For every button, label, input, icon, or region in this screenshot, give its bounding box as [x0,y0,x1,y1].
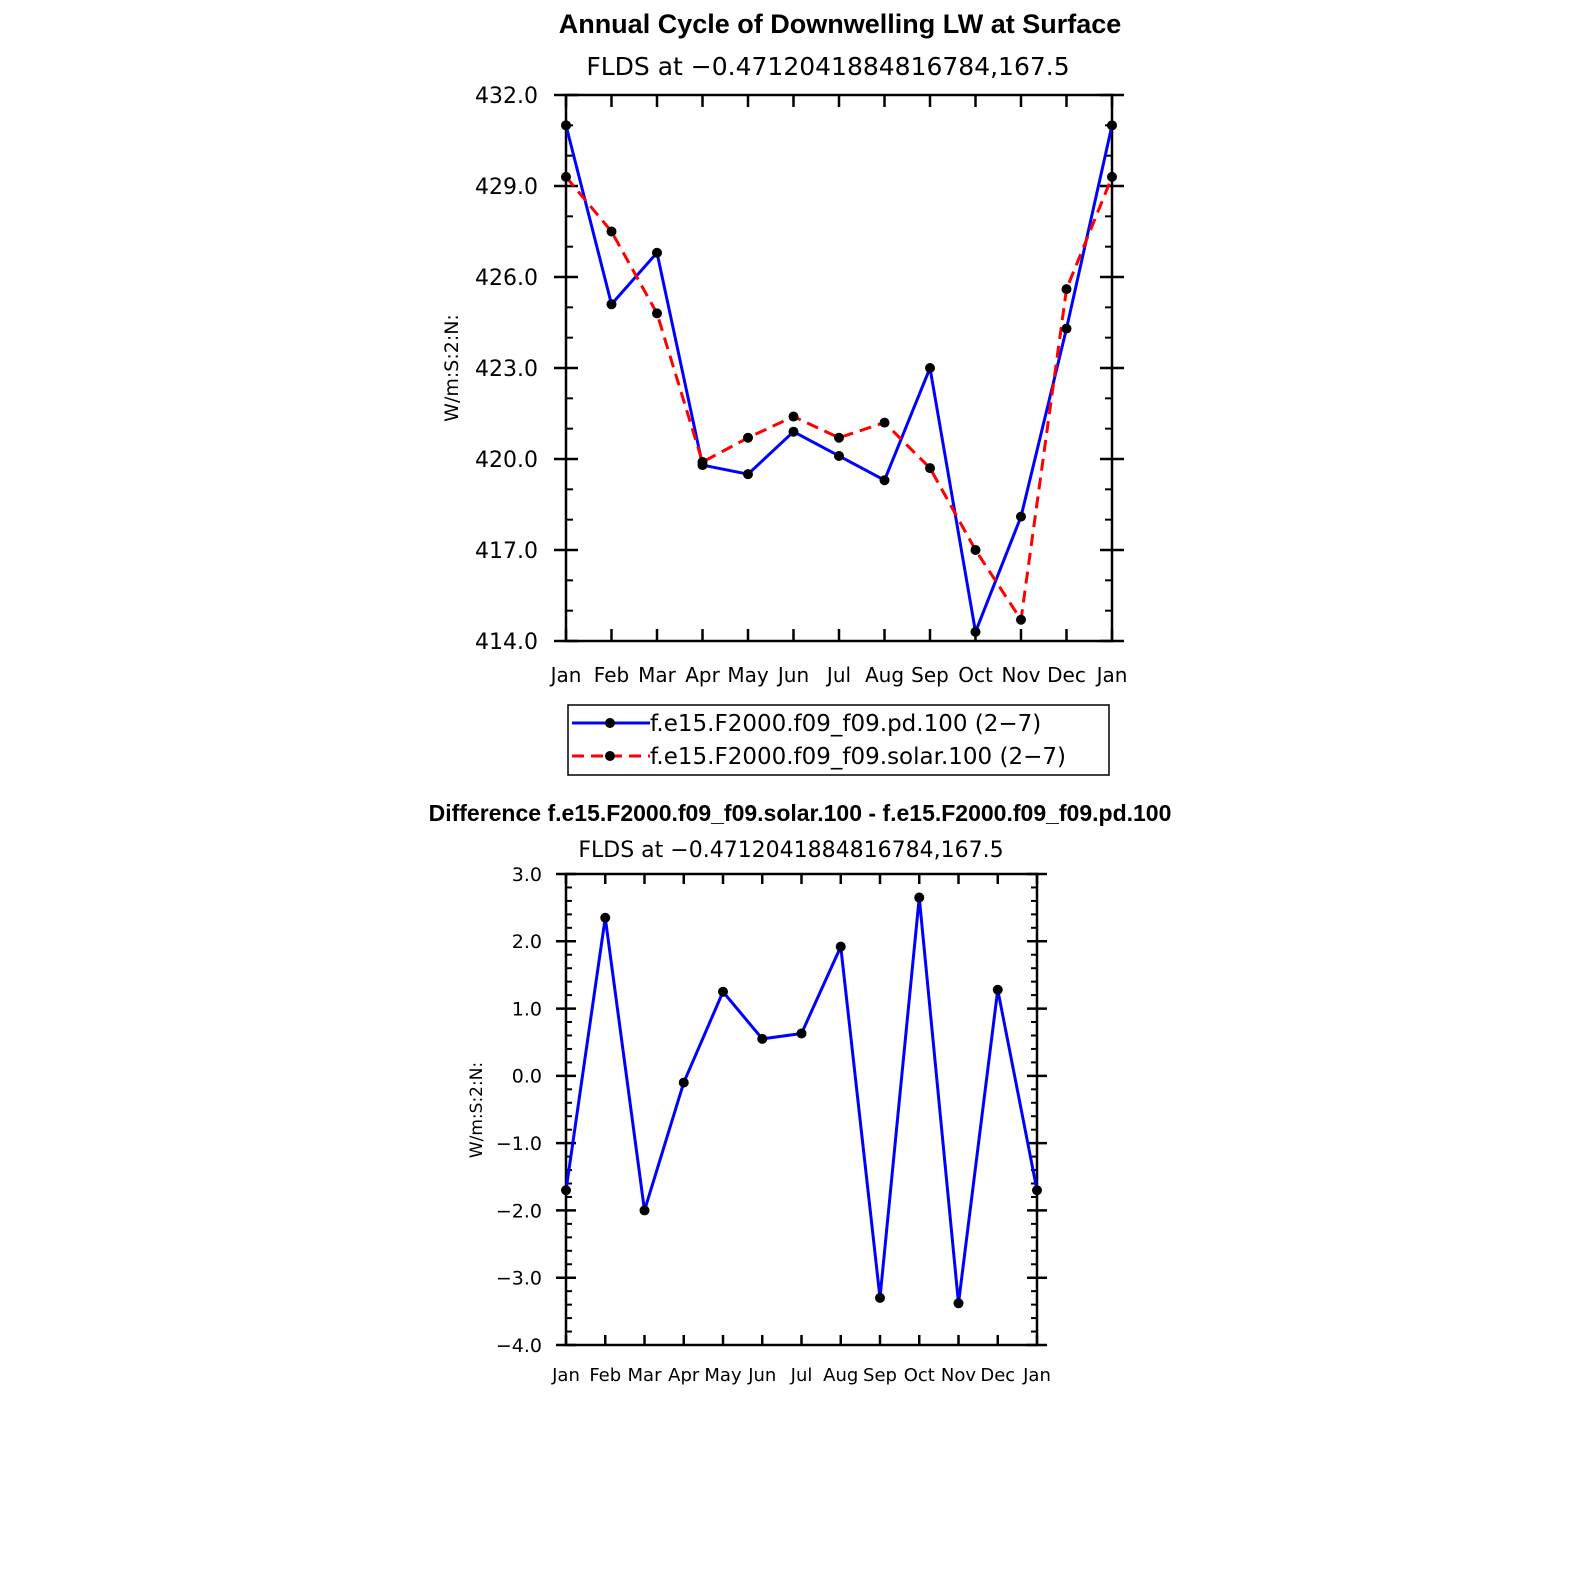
data-point [925,463,935,474]
x-tick-label: Jan [551,1365,580,1386]
chart1-subtitle: FLDS at −0.4712041884816784,167.5 [586,52,1069,81]
series-line-0 [564,896,1039,1305]
x-tick-label: Mar [638,663,677,687]
data-point [879,417,890,428]
data-point [561,171,571,182]
chart1-title: Annual Cycle of Downwelling LW at Surfac… [559,9,1122,39]
data-point [953,1298,964,1309]
x-tick-label: Feb [589,1365,621,1386]
x-tick-label: Sep [863,1365,897,1386]
legend-marker [605,751,615,761]
x-tick-label: Jun [747,1365,776,1386]
data-point [1032,1185,1042,1196]
x-tick-label: Sep [911,663,949,687]
y-tick-label: 0.0 [512,1066,542,1088]
y-tick-label: 429.0 [475,175,538,200]
y-tick-label: 432.0 [475,84,538,109]
data-point [1016,511,1026,522]
x-tick-label: Mar [628,1365,663,1386]
data-point [879,475,890,486]
x-tick-label: Jun [776,663,809,687]
x-tick-label: Oct [958,663,993,687]
data-point [757,1033,768,1044]
data-point [697,457,708,468]
x-tick-label: Jan [1022,1365,1051,1386]
data-point [652,247,662,258]
data-point [639,1205,650,1216]
x-tick-label: Oct [904,1365,935,1386]
data-point [914,892,925,903]
y-tick-label: 417.0 [475,539,538,564]
legend-label-0: f.e15.F2000.f09_f09.pd.100 (2−7) [650,711,1041,737]
data-point [992,984,1003,995]
y-tick-label: −3.0 [496,1268,542,1290]
data-point [970,626,981,637]
x-tick-label: Nov [941,1365,976,1386]
y-tick-label: 420.0 [475,448,538,473]
y-tick-label: 423.0 [475,357,538,382]
x-tick-label: Nov [1001,663,1040,687]
x-tick-label: Jul [825,663,851,687]
data-point [718,986,728,997]
data-point [796,1028,807,1039]
legend-label-1: f.e15.F2000.f09_f09.solar.100 (2−7) [650,744,1066,770]
data-point [788,426,799,437]
data-point [1061,284,1072,295]
x-tick-label: Feb [594,663,629,687]
y-tick-label: −4.0 [496,1335,542,1357]
x-tick-label: Aug [823,1365,858,1386]
x-tick-label: May [704,1365,742,1386]
data-point [1061,323,1072,334]
data-point [600,912,611,923]
data-point [835,941,846,952]
y-tick-label: 3.0 [512,864,542,886]
chart2-title: Difference f.e15.F2000.f09_f09.solar.100… [429,800,1172,826]
data-point [652,308,662,319]
data-point [970,545,981,555]
data-point [743,469,753,480]
x-tick-label: Apr [668,1365,700,1386]
y-tick-label: 414.0 [475,630,538,655]
data-point [1107,171,1117,182]
data-point [606,226,617,237]
y-tick-label: 426.0 [475,266,538,291]
chart2-plot: Jan Feb Mar Apr May Jun Jul Aug Sep Oct Nov Dec Jan−… [496,864,1051,1386]
x-tick-label: May [727,663,769,687]
data-point [743,432,753,443]
data-point [925,363,935,373]
data-point [834,432,844,443]
y-tick-label: −2.0 [496,1200,542,1222]
x-tick-label: Aug [865,663,904,687]
y-tick-label: −1.0 [496,1133,542,1155]
chart1-legend: f.e15.F2000.f09_f09.pd.100 (2−7) f.e15.F2… [567,704,1110,776]
legend-marker [605,718,615,728]
data-point [561,120,571,131]
data-point [875,1292,885,1303]
x-tick-label: Jul [790,1365,813,1386]
data-point [606,299,617,310]
data-point [834,450,844,461]
data-point [1016,614,1026,625]
y-tick-label: 1.0 [512,998,542,1020]
x-tick-label: Dec [1047,663,1086,687]
data-point [788,411,799,422]
data-point [678,1077,689,1088]
chart2-ylabel: W/m:S:2:N: [467,1062,487,1158]
data-point [1107,120,1117,131]
x-tick-label: Apr [685,663,720,687]
plot-frame [564,872,1039,1347]
data-point [561,1185,571,1196]
chart2-subtitle: FLDS at −0.4712041884816784,167.5 [578,838,1003,863]
x-tick-label: Jan [549,663,582,687]
chart1-plot: Jan Feb Mar Apr May Jun Jul Aug Sep Oct Nov Dec Jan 4… [475,84,1127,687]
series-line-1 [564,175,1114,622]
chart1-ylabel: W/m:S:2:N: [441,314,463,422]
x-tick-label: Dec [980,1365,1015,1386]
legend-box [567,704,1110,776]
y-tick-label: 2.0 [512,931,542,953]
x-tick-label: Jan [1095,663,1128,687]
